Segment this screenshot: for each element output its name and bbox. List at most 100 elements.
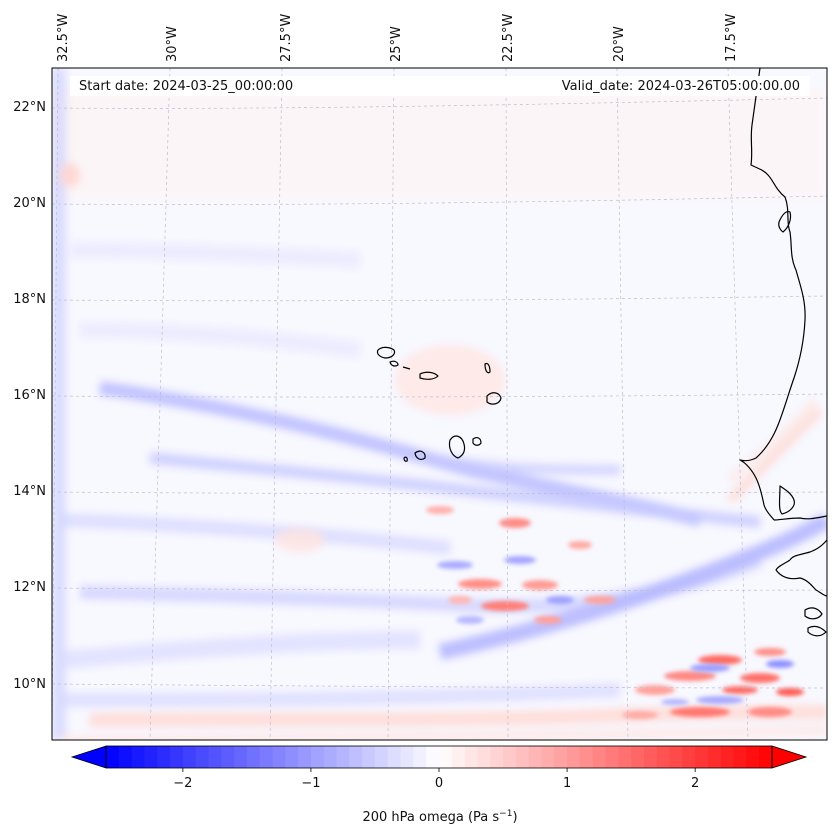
sao-vicente	[389, 360, 399, 367]
colorbar-segment	[759, 746, 773, 768]
colorbar-segment	[426, 746, 440, 768]
brava	[403, 456, 408, 462]
colorbar-label: 200 hPa omega (Pa s−1)	[362, 809, 517, 825]
lon-label-32-5: 32.5°W	[56, 14, 71, 62]
fogo	[414, 450, 426, 460]
colorbar-segment	[413, 746, 427, 768]
gambia-coast	[773, 515, 827, 561]
colorbar-tick-label: −1	[301, 776, 320, 791]
lat-label-22: 22°N	[13, 100, 46, 115]
colorbar-segment	[374, 746, 389, 768]
colorbar-segment	[362, 746, 376, 768]
gridline-lat-18	[52, 295, 827, 302]
colorbar-segment	[554, 746, 568, 768]
start-date: Start date: 2024-03-25_00:00:00	[79, 79, 293, 94]
sao-nicolau	[419, 371, 439, 380]
colorbar-segment	[170, 746, 184, 768]
bijagos-island-1	[804, 607, 823, 620]
lon-label-20: 20°W	[612, 26, 627, 62]
coastlines	[376, 68, 827, 637]
gridline-lon-27-5	[269, 68, 283, 740]
colorbar-segment	[656, 746, 671, 768]
colorbar-tick-label: 2	[691, 776, 699, 791]
colorbar-segment	[349, 746, 363, 768]
colorbar-extend-max	[771, 745, 808, 769]
colorbar-segment	[695, 746, 709, 768]
guinea-bissau-coast	[775, 559, 827, 597]
colorbar-segment	[618, 746, 632, 768]
colorbar-segment	[157, 746, 171, 768]
lon-label-25: 25°W	[389, 26, 404, 62]
lat-label-20: 20°N	[13, 196, 46, 211]
lat-label-18: 18°N	[13, 292, 46, 307]
gridline-lat-12	[52, 587, 827, 591]
valid-date: Valid_date: 2024-03-26T05:00:00.00	[562, 79, 800, 94]
colorbar-segment	[592, 746, 607, 768]
colorbar-segment	[490, 746, 504, 768]
colorbar-segment	[310, 746, 325, 768]
gridline-lon-30	[149, 68, 171, 740]
colorbar-segment	[221, 746, 235, 768]
faint-red-band-top	[52, 90, 827, 200]
colorbar-segment	[118, 746, 133, 768]
colorbar-segment	[631, 746, 645, 768]
colorbar-segment	[400, 746, 414, 768]
lon-label-30: 30°W	[165, 26, 180, 62]
colorbar-segment	[746, 746, 760, 768]
lat-label-12: 12°N	[13, 580, 46, 595]
lon-label-22-5: 22.5°W	[501, 14, 516, 62]
colorbar-segments	[106, 746, 773, 768]
gridline-lat-10	[52, 683, 827, 689]
colorbar-segment	[477, 746, 491, 768]
colorbar-segment	[669, 746, 683, 768]
lat-label-14: 14°N	[13, 484, 46, 499]
santiago	[448, 435, 466, 459]
colorbar-segment	[451, 746, 466, 768]
colorbar-segment	[579, 746, 594, 768]
blue-structures	[52, 68, 827, 740]
santa-luzia	[402, 366, 411, 370]
colorbar-segment	[464, 746, 479, 768]
lon-label-17-5: 17.5°W	[724, 14, 739, 62]
gridline-lon-25	[387, 68, 395, 740]
colorbar-segment	[605, 746, 619, 768]
colorbar-segment	[259, 746, 274, 768]
colorbar-segment	[144, 746, 158, 768]
colorbar-segment	[439, 746, 453, 768]
colorbar-ticks: −2 −1 0 1 2	[173, 768, 699, 791]
colorbar-segment	[707, 746, 722, 768]
lat-label-10: 10°N	[13, 677, 46, 692]
colorbar-segment	[195, 746, 210, 768]
west-africa-coast	[739, 68, 806, 521]
colorbar-segment	[131, 746, 146, 768]
colorbar-segment	[234, 746, 248, 768]
header-bar	[70, 76, 810, 96]
map-frame	[51, 67, 828, 741]
gridline-lat-16	[52, 393, 827, 398]
colorbar-segment	[272, 746, 286, 768]
gridline-lon-20	[616, 68, 629, 740]
colorbar-segment	[643, 746, 658, 768]
gridline-lon-17-5	[727, 68, 749, 740]
bijagos-island-2	[807, 625, 827, 637]
colorbar-tick-label: −2	[173, 776, 192, 791]
gridline-lat-20	[52, 195, 827, 205]
gridline-lat-22	[52, 97, 827, 109]
gridline-lon-22-5	[505, 68, 509, 740]
colorbar-segment	[285, 746, 299, 768]
omega-field	[52, 68, 827, 740]
sal	[484, 362, 491, 374]
colorbar-extend-min	[70, 745, 107, 769]
gridline-lat-14	[52, 491, 827, 494]
boa-vista	[486, 392, 502, 405]
graticule	[52, 68, 827, 740]
colorbar-segment	[515, 746, 530, 768]
colorbar-segment	[528, 746, 543, 768]
gridline-lon-32-5	[52, 68, 59, 740]
dakar-peninsula	[778, 485, 795, 515]
colorbar-segment	[682, 746, 696, 768]
colorbar-tick-label: 1	[563, 776, 571, 791]
colorbar-segment	[208, 746, 222, 768]
maio	[472, 437, 482, 446]
colorbar-segment	[182, 746, 197, 768]
